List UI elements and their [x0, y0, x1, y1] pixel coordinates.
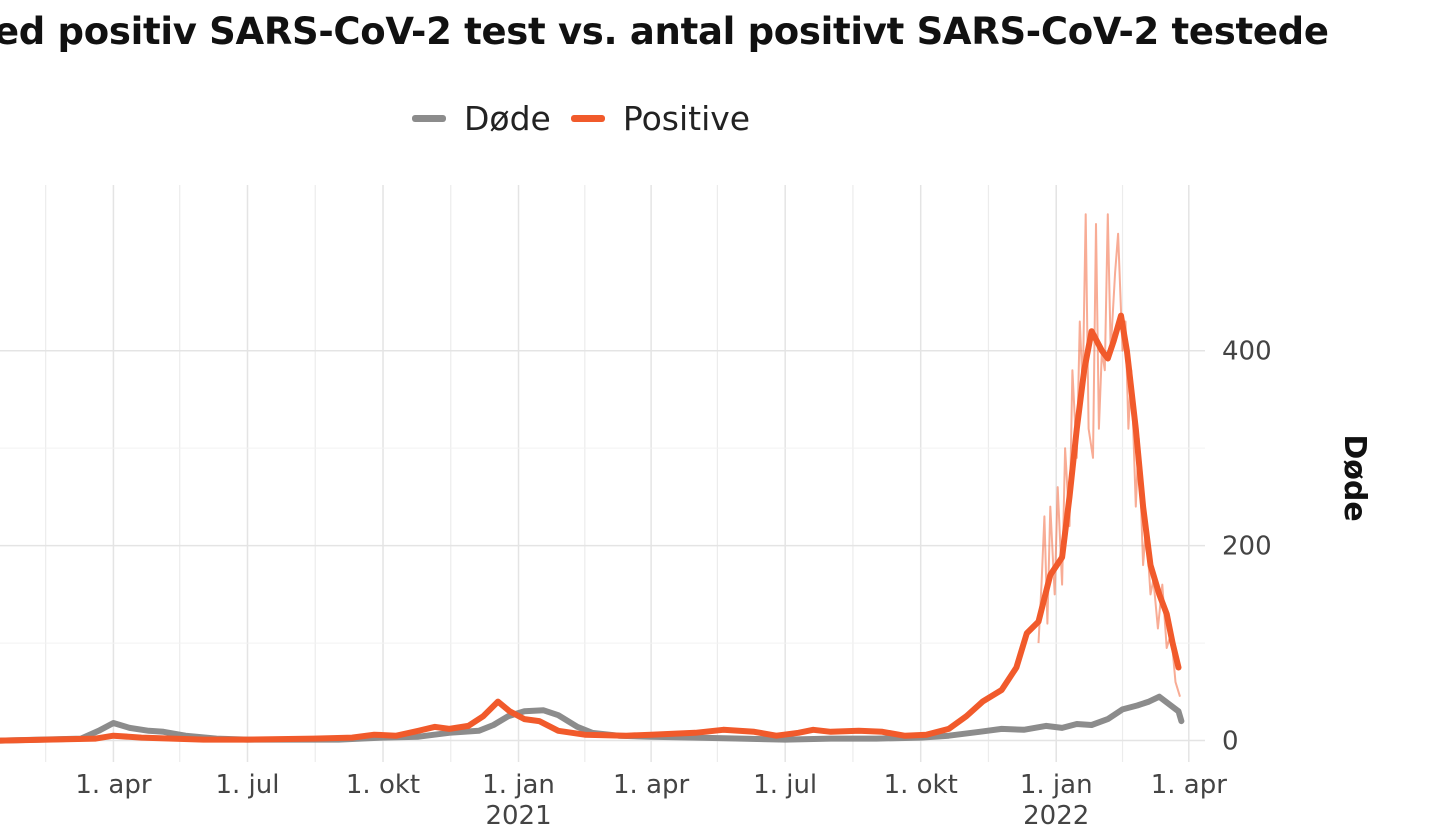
legend-item-positive: Positive — [570, 98, 751, 138]
x-tick-label: 1. jan — [482, 770, 555, 800]
series-line-positive — [0, 312, 1182, 744]
x-tick-label: 1. okt — [884, 770, 958, 800]
legend: Døde Positive — [412, 96, 770, 140]
legend-label-positive: Positive — [622, 98, 751, 138]
x-tick-label: 1. jan — [1020, 770, 1093, 800]
legend-label-dode: Døde — [464, 98, 551, 138]
x-tick-label: 1. jul — [215, 770, 279, 800]
legend-item-dode: Døde — [412, 99, 551, 138]
grid — [0, 185, 1205, 762]
y-tick-label: 200 — [1222, 532, 1272, 562]
legend-swatch-dode — [412, 114, 446, 122]
y-tick-label: 0 — [1222, 727, 1239, 757]
x-tick-label: 1. apr — [75, 770, 152, 800]
x-tick-year-label: 2021 — [485, 801, 551, 830]
y-tick-label: 400 — [1222, 337, 1272, 367]
x-tick-label: 1. apr — [1151, 770, 1228, 800]
y-axis-title-right: Døde — [1337, 434, 1372, 521]
legend-swatch-positive — [570, 114, 605, 122]
x-tick-label: 1. jul — [753, 770, 817, 800]
series-raw-line-positive — [1037, 213, 1181, 697]
series-layer — [0, 213, 1185, 744]
x-tick-label: 1. apr — [613, 770, 690, 800]
chart-title: ed positiv SARS-CoV-2 test vs. antal pos… — [0, 10, 1329, 53]
x-tick-year-label: 2022 — [1023, 801, 1089, 830]
x-tick-label: 1. okt — [346, 770, 420, 800]
